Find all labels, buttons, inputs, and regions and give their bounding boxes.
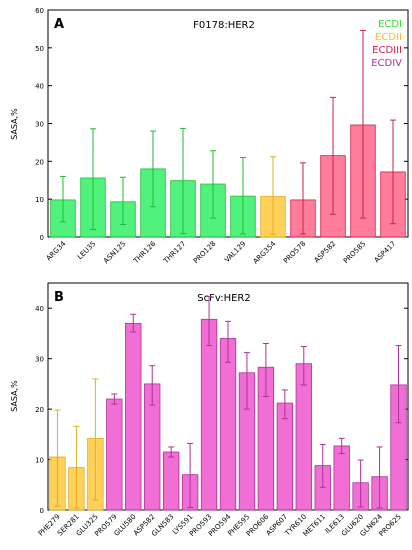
panel-a-x-tick-labels: ARG34 LEU35 ASN125 THR126 THR127 PRO128 VAL129… [45, 239, 398, 265]
y-tick-label: 30 [35, 356, 44, 364]
panel-b-bars [49, 296, 407, 511]
bar-pro594 [219, 338, 237, 511]
panel-a-label: A [54, 17, 64, 32]
y-tick-label: 10 [35, 457, 44, 465]
bar-glu580 [125, 322, 142, 511]
panel-a-chart: A F0178:HER2 SASA,% 0 10 20 30 40 50 60 ARG34 L… [10, 7, 409, 266]
y-tick-label: 0 [40, 234, 44, 242]
x-tick-label-arg34: ARG34 [45, 239, 68, 262]
y-tick-label: 60 [35, 7, 44, 15]
legend-ecdiv: ECDIV [371, 58, 402, 69]
y-tick-label: 40 [35, 305, 44, 313]
x-tick-label-arg354: ARG354 [252, 239, 278, 265]
y-tick-label: 10 [35, 196, 44, 204]
panel-b-y-axis-label: SASA,% [10, 380, 19, 412]
legend-ecdii: ECDII [375, 32, 402, 43]
y-tick-label: 50 [35, 45, 44, 53]
x-tick-label-asp417: ASP417 [373, 240, 398, 265]
x-tick-label-asp582: ASP582 [313, 240, 338, 265]
y-tick-label: 30 [35, 121, 44, 129]
panel-a-bars [50, 29, 406, 238]
x-tick-label-pro585: PRO585 [342, 240, 367, 265]
bar-gln583 [162, 451, 180, 511]
panel-b-title: ScFv:HER2 [197, 293, 251, 304]
panel-b-x-tick-labels: PHE279SER281GLU325PRO579GLU580ASP582GLN5… [37, 512, 403, 538]
x-tick-label-val129: VAL129 [223, 240, 247, 264]
x-tick-label-leu35: LEU35 [76, 240, 97, 261]
x-tick-label-thr127: THR127 [161, 240, 187, 266]
legend-ecdiii: ECDIII [372, 45, 402, 56]
y-tick-label: 20 [35, 406, 44, 414]
bar-ile613 [333, 445, 350, 511]
panel-a-y-ticks: 0 10 20 30 40 50 60 [35, 7, 408, 242]
x-tick-label-asn125: ASN125 [102, 240, 127, 265]
x-tick-label-pro578: PRO578 [282, 240, 307, 265]
panel-a-legend: ECDI ECDII ECDIII ECDIV [371, 19, 402, 69]
bar-tyr610 [295, 363, 312, 511]
y-tick-label: 40 [35, 83, 44, 91]
bar-pro593 [200, 318, 218, 511]
panel-b-chart: B ScFv:HER2 SASA,% 0 10 20 30 40 PHE279SER28… [10, 282, 409, 538]
panel-b-label: B [54, 290, 64, 305]
x-tick-label-pro128: PRO128 [192, 240, 217, 265]
bar-pro579 [106, 398, 123, 511]
panel-a-title: F0178:HER2 [193, 20, 255, 31]
panel-a-y-axis-label: SASA,% [10, 108, 19, 140]
legend-ecdi: ECDI [378, 19, 402, 30]
x-tick-label-thr126: THR126 [131, 239, 157, 265]
y-tick-label: 20 [35, 158, 44, 166]
y-tick-label: 0 [40, 507, 44, 515]
